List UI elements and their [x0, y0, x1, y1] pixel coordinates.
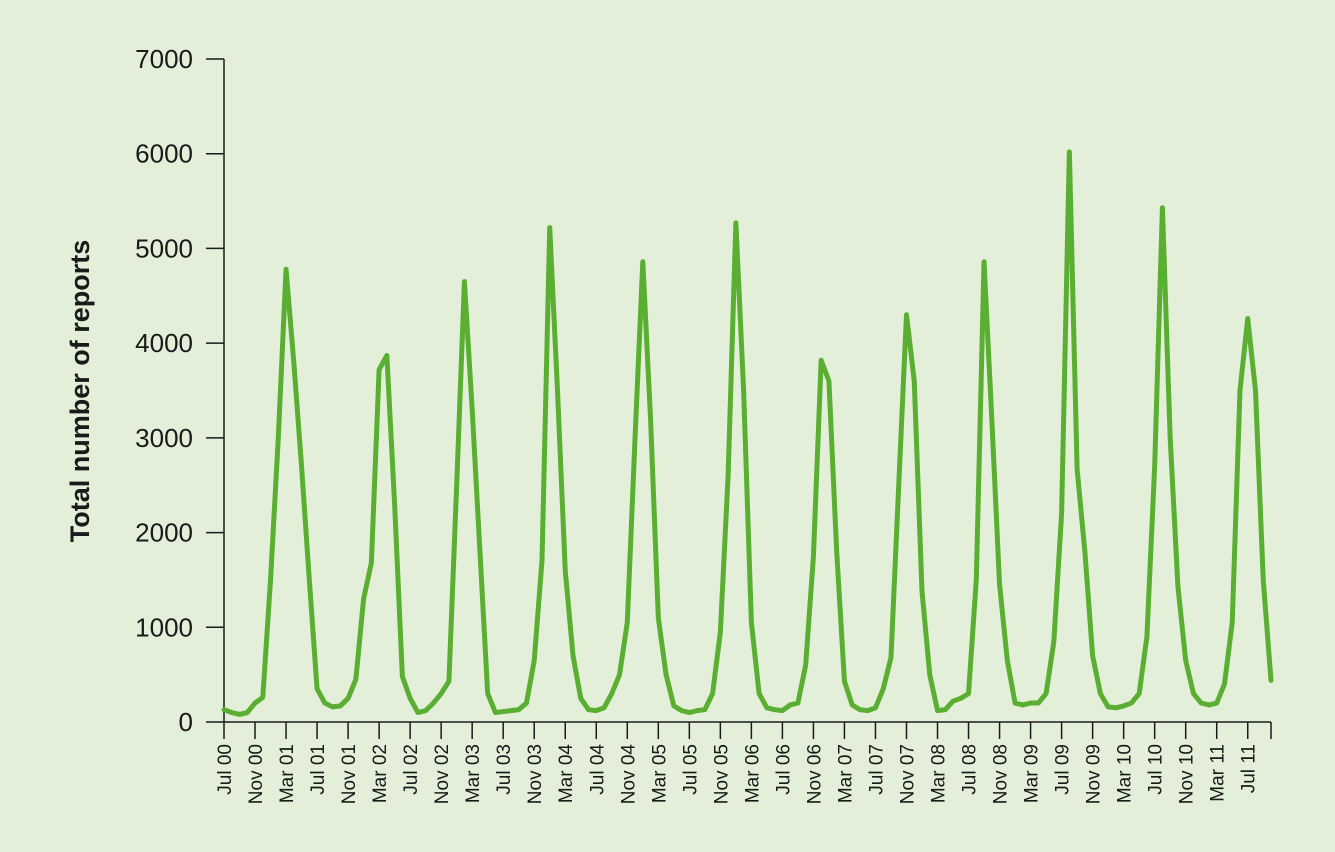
- x-tick-label: Mar 11: [1208, 744, 1229, 802]
- series-group: [221, 149, 1274, 717]
- y-tick-label: 6000: [135, 139, 193, 169]
- series-line-0: [221, 149, 1274, 717]
- x-tick-label: Jul 03: [494, 744, 515, 795]
- x-tick-label: Mar 04: [556, 744, 577, 804]
- x-tick-label: Jul 00: [215, 744, 236, 795]
- x-tick-label: Nov 03: [525, 744, 546, 804]
- x-tick-label: Mar 02: [370, 744, 391, 803]
- x-tick-label: Jul 04: [587, 744, 608, 795]
- y-tick-label: 3000: [135, 423, 193, 453]
- x-tick-label: Jul 01: [308, 744, 329, 795]
- x-tick-label: Nov 07: [897, 744, 918, 804]
- x-tick-label: Nov 05: [711, 744, 732, 804]
- x-tick-label: Mar 01: [277, 744, 298, 803]
- x-tick-label: Jul 08: [960, 744, 981, 795]
- x-tick-label: Jul 10: [1146, 744, 1167, 795]
- x-tick-label: Nov 00: [246, 744, 267, 804]
- x-tick-label: Nov 08: [991, 744, 1012, 804]
- x-tick-label: Jul 11: [1239, 744, 1260, 793]
- x-tick-label: Mar 09: [1022, 744, 1043, 803]
- x-tick-label: Jul 02: [401, 744, 422, 795]
- x-tick-label: Nov 04: [618, 744, 639, 805]
- x-tick-label: Jul 07: [866, 744, 887, 795]
- y-tick-label: 5000: [135, 233, 193, 263]
- x-tick-label: Mar 07: [835, 744, 856, 803]
- x-tick-label: Nov 06: [804, 744, 825, 804]
- x-tick-label: Nov 01: [339, 744, 360, 804]
- y-tick-label: 7000: [135, 44, 193, 74]
- x-tick-label: Mar 03: [463, 744, 484, 803]
- x-tick-label: Mar 08: [929, 744, 950, 803]
- x-tick-label: Nov 10: [1177, 744, 1198, 804]
- y-axis-title: Total number of reports: [65, 240, 95, 543]
- x-axis: Jul 00 Nov 00 Mar 01 Jul 01 Nov 01 Mar 02 Jul …: [215, 721, 1272, 805]
- x-tick-label: Mar 10: [1115, 744, 1136, 803]
- x-tick-label: Jul 06: [773, 744, 794, 795]
- y-tick-label: 2000: [135, 518, 193, 548]
- y-axis: 0 1000 2000 3000 4000 5000 6000 7000: [135, 44, 225, 737]
- x-tick-label: Jul 05: [680, 744, 701, 795]
- y-tick-label: 1000: [135, 612, 193, 642]
- x-tick-label: Mar 06: [742, 744, 763, 803]
- x-tick-label: Nov 09: [1084, 744, 1105, 804]
- x-tick-label: Jul 09: [1053, 744, 1074, 795]
- x-tick-label: Nov 02: [432, 744, 453, 804]
- y-tick-label: 4000: [135, 328, 193, 358]
- y-tick-label: 0: [179, 707, 193, 737]
- x-tick-label: Mar 05: [649, 744, 670, 803]
